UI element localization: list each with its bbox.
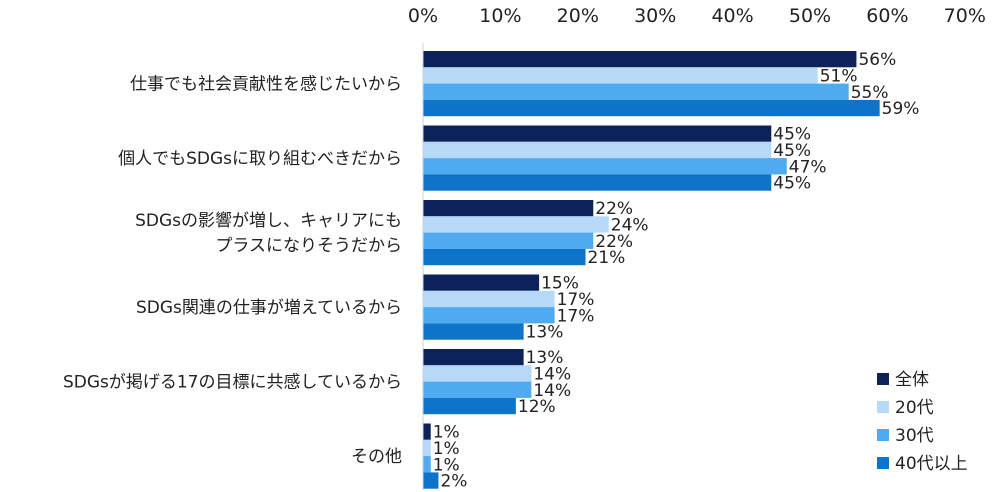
bar (423, 381, 532, 398)
legend-label: 30代 (895, 426, 934, 446)
legend-swatch (877, 429, 889, 441)
data-label: 45% (773, 174, 811, 194)
data-label: 13% (526, 348, 564, 368)
category-label: 仕事でも社会貢献性を感じたいから (130, 75, 402, 95)
x-tick-label: 70% (944, 5, 986, 27)
bar (423, 174, 772, 191)
x-tick-label: 40% (711, 5, 753, 27)
data-labels: 56%51%55%59%45%45%47%45%22%24%22%21%15%1… (433, 50, 920, 491)
x-axis-ticks: 0% 10% 20% 30% 40% 50% 60% 70% (408, 5, 986, 27)
x-tick-label: 0% (408, 5, 438, 27)
x-tick-label: 30% (634, 5, 676, 27)
bar (423, 141, 772, 159)
legend-label: 全体 (895, 370, 929, 390)
category-label: 個人でもSDGsに取り組むべきだから (118, 149, 402, 169)
data-label: 24% (611, 215, 649, 235)
bar (423, 200, 594, 217)
bar (423, 232, 594, 249)
data-label: 17% (557, 290, 595, 310)
bar (423, 83, 849, 100)
data-label: 17% (557, 306, 595, 326)
data-label: 22% (595, 199, 633, 219)
bar (423, 290, 555, 308)
data-label: 45% (773, 141, 811, 161)
bar (423, 99, 880, 117)
data-label: 14% (533, 381, 571, 401)
bar (423, 248, 586, 266)
bar (423, 439, 431, 457)
bar (423, 51, 857, 68)
legend-label: 40代以上 (895, 454, 968, 474)
x-tick-label: 10% (479, 5, 521, 27)
data-label: 21% (588, 248, 626, 268)
data-label: 1% (433, 455, 460, 475)
bar (423, 472, 439, 489)
bars (423, 51, 880, 489)
category-label: プラスになりそうだから (215, 236, 402, 256)
legend-swatch (877, 457, 889, 469)
bar (423, 323, 524, 340)
data-label: 56% (858, 50, 896, 70)
bar (423, 456, 431, 473)
legend: 全体 20代 30代 40代以上 (877, 370, 968, 474)
bar (423, 349, 524, 366)
data-label: 22% (595, 232, 633, 252)
data-label: 15% (541, 274, 579, 294)
data-label: 55% (851, 83, 889, 103)
legend-swatch (877, 401, 889, 413)
legend-label: 20代 (895, 398, 934, 418)
legend-swatch (877, 373, 889, 385)
bar (423, 158, 787, 175)
data-label: 14% (533, 364, 571, 384)
data-label: 13% (526, 323, 564, 343)
data-label: 1% (433, 439, 460, 459)
bar (423, 423, 431, 440)
x-tick-label: 60% (866, 5, 908, 27)
bar (423, 365, 532, 382)
x-tick-label: 50% (789, 5, 831, 27)
data-label: 45% (773, 125, 811, 145)
data-label: 59% (882, 99, 920, 119)
bar (423, 274, 540, 291)
data-label: 51% (820, 66, 858, 86)
data-label: 2% (440, 472, 467, 492)
bar (423, 125, 772, 142)
bar (423, 216, 609, 233)
category-label: その他 (351, 447, 402, 467)
category-label: SDGsが掲げる17の目標に共感しているから (63, 373, 402, 393)
bar (423, 307, 555, 324)
data-label: 12% (518, 397, 556, 417)
data-label: 1% (433, 423, 460, 443)
bar (423, 397, 516, 415)
x-tick-label: 20% (557, 5, 599, 27)
data-label: 47% (789, 157, 827, 177)
bar (423, 67, 818, 84)
category-label: SDGs関連の仕事が増えているから (136, 298, 402, 318)
category-label: SDGsの影響が増し、キャリアにも (135, 211, 402, 231)
